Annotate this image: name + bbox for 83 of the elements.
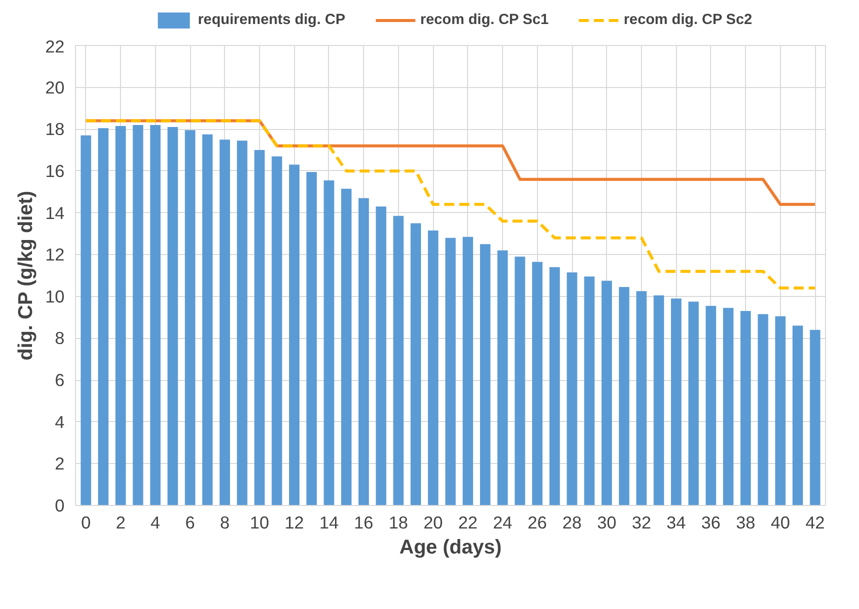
bar xyxy=(792,326,803,506)
x-tick-label: 6 xyxy=(185,512,195,532)
bar xyxy=(98,128,108,506)
bar xyxy=(514,256,526,506)
bar xyxy=(445,238,456,506)
x-tick-label: 20 xyxy=(424,512,443,532)
x-tick-label: 12 xyxy=(284,512,304,532)
bar xyxy=(758,314,768,506)
bar xyxy=(775,316,786,506)
bar xyxy=(220,140,230,506)
bar xyxy=(150,124,161,506)
y-tick-label: 20 xyxy=(45,77,65,98)
bar xyxy=(810,330,820,506)
bar xyxy=(115,126,126,506)
y-tick-label: 0 xyxy=(54,496,65,516)
legend-label: recom dig. CP Sc1 xyxy=(420,12,549,28)
line-series xyxy=(84,119,817,290)
x-tick-label: 28 xyxy=(562,512,582,532)
bar xyxy=(636,291,647,506)
bar xyxy=(740,311,751,506)
x-tick-label: 2 xyxy=(116,512,126,532)
bar xyxy=(341,188,352,506)
bar xyxy=(289,164,300,506)
legend-label: requirements dig. CP xyxy=(198,12,346,28)
x-tick-label: 38 xyxy=(736,512,756,532)
bar xyxy=(706,306,716,506)
bar xyxy=(376,206,386,506)
y-tick-label: 6 xyxy=(54,370,65,390)
x-tick-label: 40 xyxy=(770,512,790,532)
bar xyxy=(428,230,438,506)
bar xyxy=(168,127,178,506)
x-tick-label: 36 xyxy=(701,512,721,532)
x-tick-label: 8 xyxy=(220,512,230,532)
y-tick-label: 22 xyxy=(45,36,65,56)
x-tick-label: 34 xyxy=(666,512,686,532)
bar xyxy=(254,150,265,506)
x-tick-label: 10 xyxy=(250,512,270,532)
y-tick-label: 16 xyxy=(45,160,65,181)
bar xyxy=(480,244,490,506)
x-tick-label: 4 xyxy=(150,512,161,532)
bar xyxy=(723,308,734,506)
bar xyxy=(566,272,578,506)
x-tick-label: 30 xyxy=(597,512,616,532)
x-tick-label: 42 xyxy=(805,512,825,532)
x-tick-label: 22 xyxy=(458,512,478,532)
bar xyxy=(618,287,630,506)
bar xyxy=(532,262,543,506)
bar xyxy=(202,134,213,506)
y-tick-label: 2 xyxy=(54,454,65,474)
x-tick-label: 24 xyxy=(492,512,513,532)
legend-label: recom dig. CP Sc2 xyxy=(624,12,752,28)
y-tick-label: 14 xyxy=(45,202,65,223)
x-tick-label: 18 xyxy=(388,512,408,532)
bar xyxy=(549,267,560,506)
bar xyxy=(393,216,404,506)
bar xyxy=(236,140,248,506)
bar xyxy=(272,156,282,506)
bar xyxy=(306,172,317,506)
y-tick-label: 8 xyxy=(54,328,65,348)
y-tick-label: 10 xyxy=(45,286,65,306)
x-tick-label: 16 xyxy=(354,512,374,532)
y-tick-label: 18 xyxy=(45,119,65,140)
x-axis-title: Age (days) xyxy=(399,536,502,558)
bar xyxy=(688,302,699,506)
bar xyxy=(132,124,144,506)
bar xyxy=(184,130,196,506)
bar xyxy=(410,223,421,506)
bar xyxy=(654,295,664,506)
x-tick-label: 0 xyxy=(81,512,91,532)
x-tick-label: 14 xyxy=(319,512,339,532)
bar xyxy=(497,250,508,506)
bar xyxy=(602,280,612,506)
y-tick-label: 4 xyxy=(54,412,65,432)
y-axis-title: dig. CP (g/kg diet) xyxy=(15,190,38,360)
bar xyxy=(324,180,334,506)
y-tick-label: 12 xyxy=(45,244,65,265)
bar xyxy=(670,298,682,506)
bar xyxy=(358,198,369,506)
bar xyxy=(462,236,474,506)
x-tick-label: 26 xyxy=(528,512,547,532)
x-tick-label: 32 xyxy=(632,512,652,532)
bar xyxy=(80,135,92,506)
bar xyxy=(584,276,595,506)
